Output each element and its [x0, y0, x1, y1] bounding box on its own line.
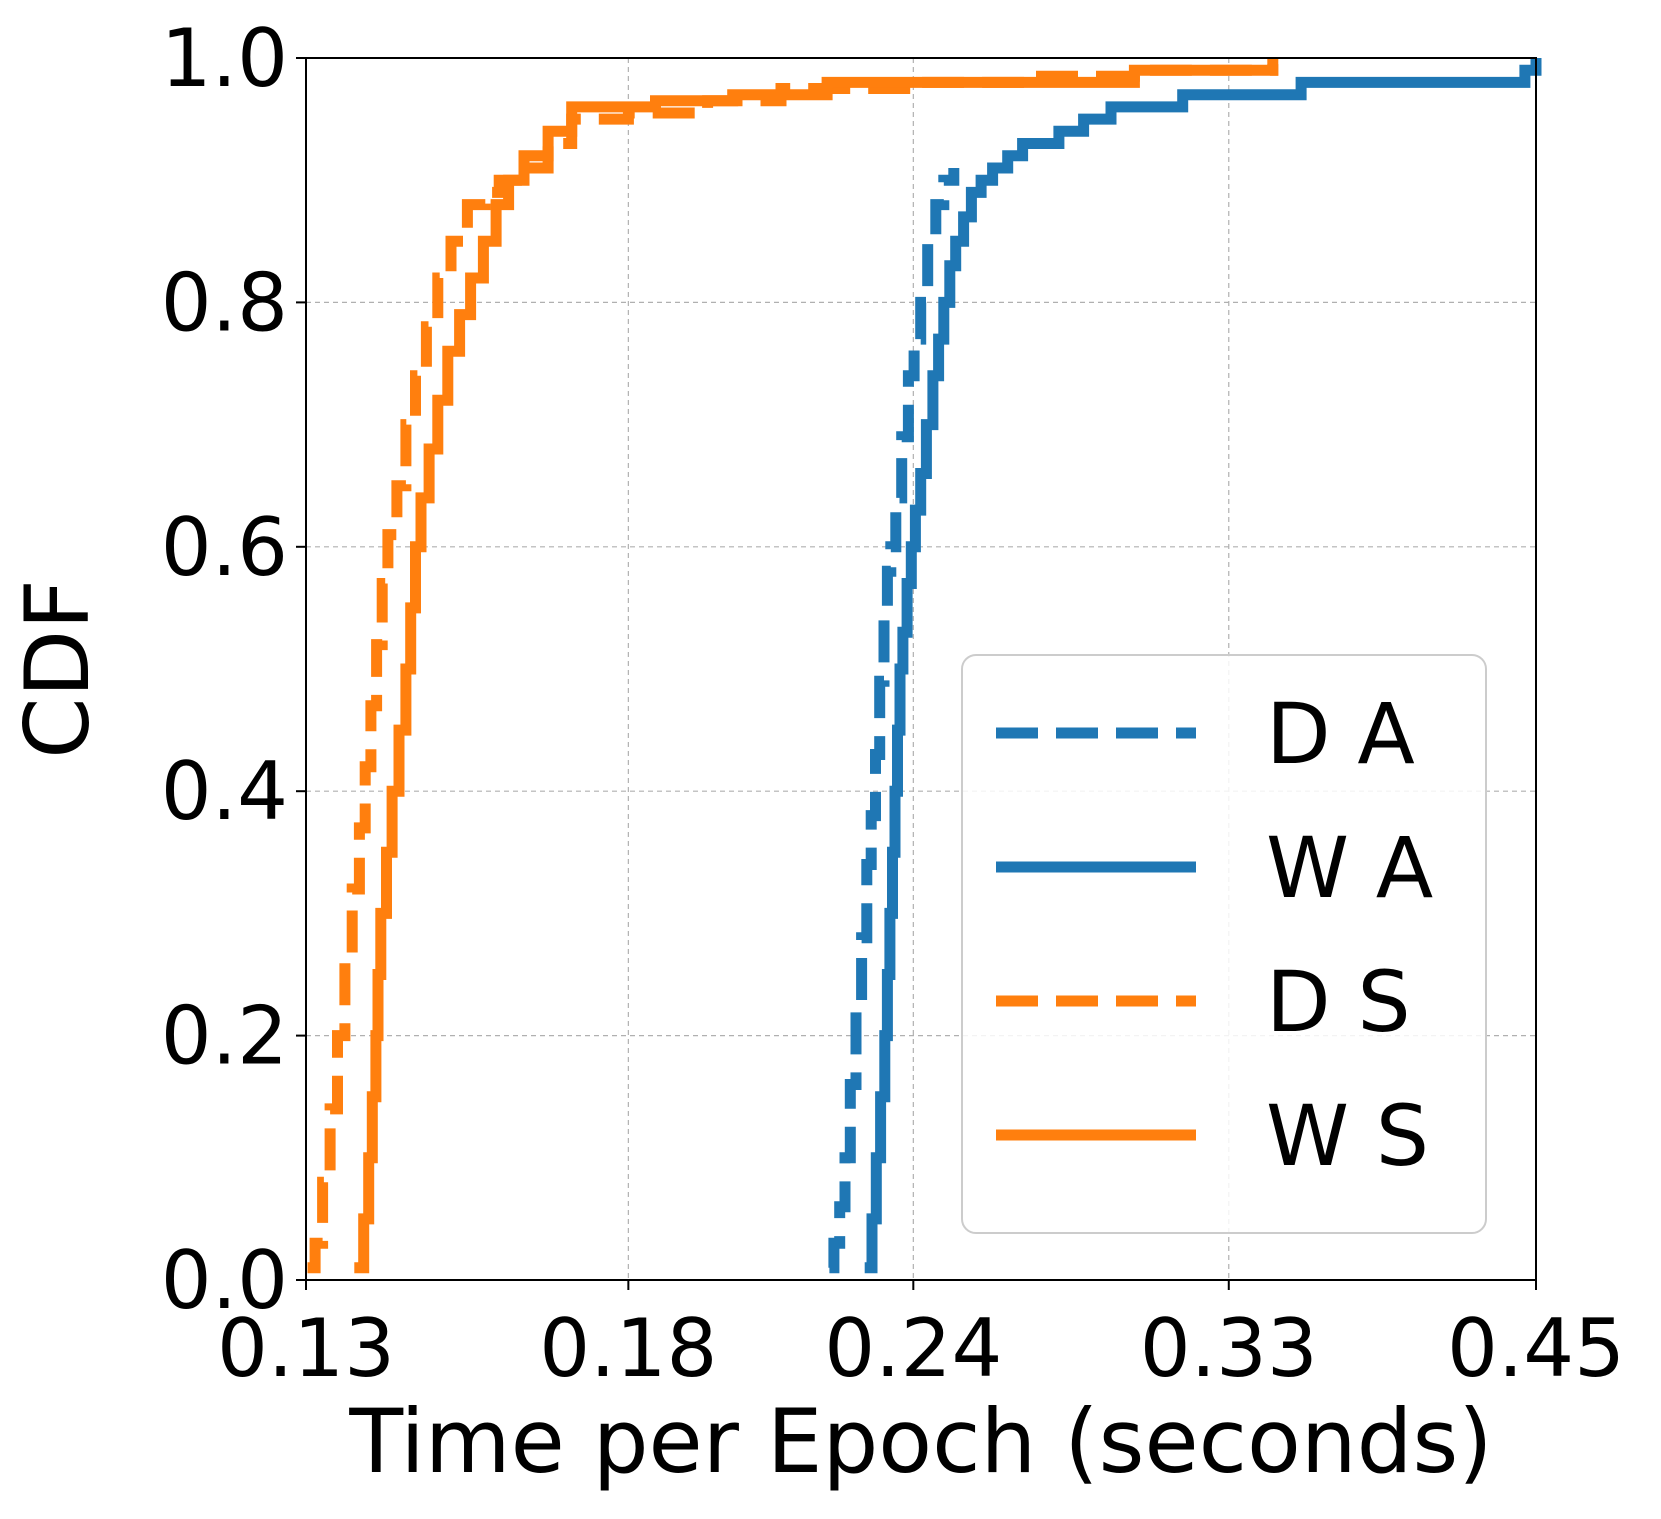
legend-label: D A [1266, 685, 1415, 783]
legend-label: W S [1266, 1087, 1429, 1185]
y-tick-label: 1.0 [161, 12, 288, 105]
series-lines [307, 58, 1542, 1274]
y-tick-label: 0.2 [161, 990, 288, 1083]
y-tick-label: 0.8 [161, 256, 288, 349]
axis-ticks: 0.13 0.18 0.24 0.33 0.45 0.0 0.2 0.4 0.6 0.8 1.0 [161, 12, 1625, 1395]
x-tick-label: 0.24 [824, 1302, 1002, 1395]
y-tick-label: 0.4 [161, 745, 288, 838]
legend-label: W A [1266, 819, 1433, 917]
series-line [864, 58, 1542, 1274]
plot-frame [305, 57, 1537, 1281]
x-tick-label: 0.45 [1447, 1302, 1625, 1395]
x-tick-label: 0.33 [1140, 1302, 1318, 1395]
y-axis-label: CDF [6, 579, 109, 759]
x-axis-label: Time per Epoch (seconds) [348, 1390, 1492, 1493]
legend: D A W A D S W S [961, 654, 1487, 1234]
x-tick-label: 0.13 [217, 1302, 395, 1395]
y-tick-label: 0.6 [161, 501, 288, 594]
y-tick-label: 0.0 [161, 1234, 288, 1327]
series-line [354, 58, 1279, 1274]
x-tick-label: 0.18 [539, 1302, 717, 1395]
series-line [828, 168, 960, 1274]
legend-label: D S [1266, 953, 1411, 1051]
legend-box [961, 654, 1487, 1234]
